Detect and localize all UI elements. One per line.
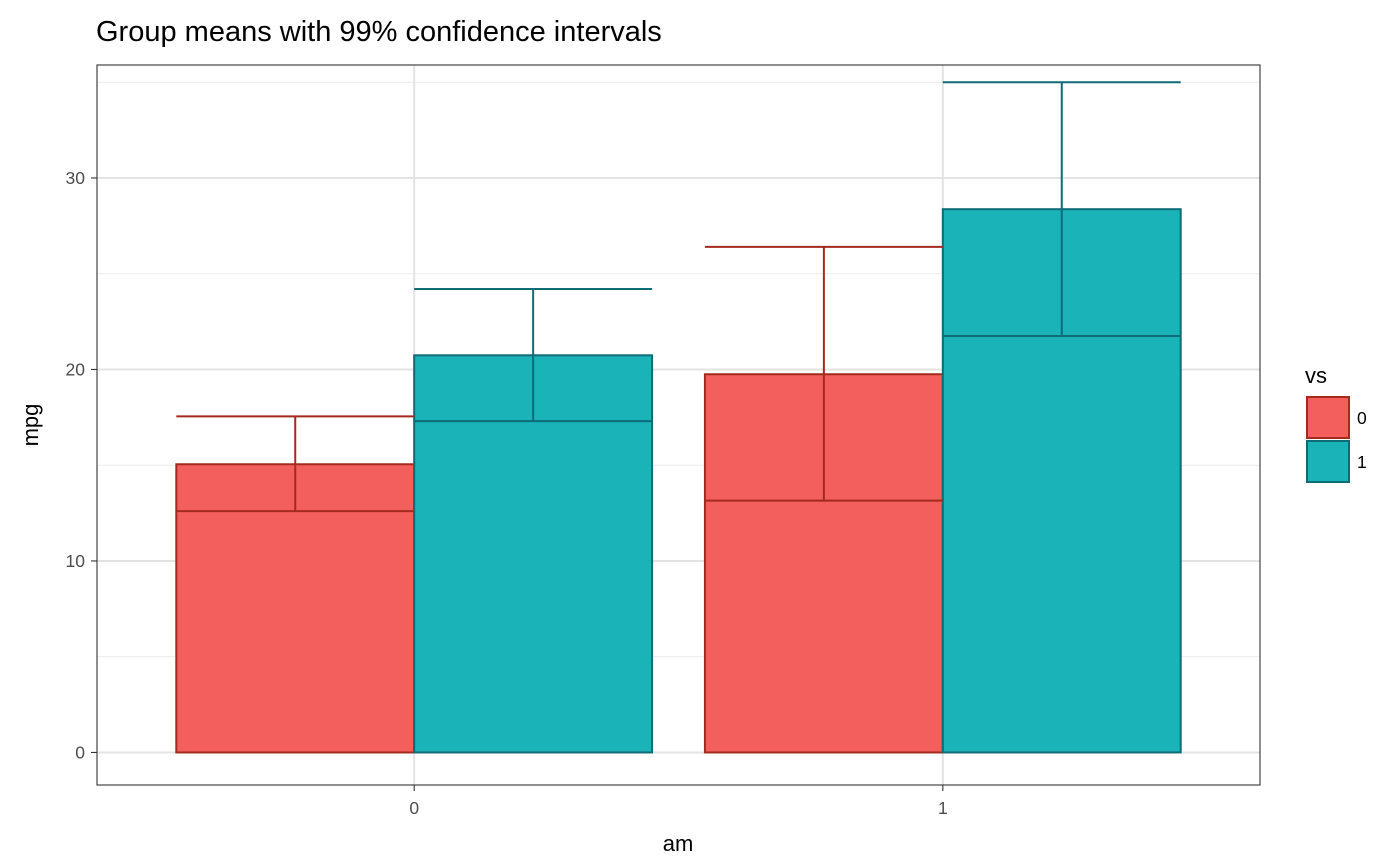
legend-key-1	[1306, 440, 1350, 483]
y-axis-title: mpg	[18, 404, 43, 447]
plot-panel-border	[96, 64, 1261, 786]
y-axis: 0 10 20 30	[66, 168, 97, 762]
legend-title: vs	[1305, 363, 1327, 388]
x-tick-label: 1	[938, 798, 948, 818]
chart-title: Group means with 99% confidence interval…	[96, 16, 662, 48]
legend: vs 0 1	[1305, 363, 1367, 483]
error-bars	[176, 81, 1181, 513]
legend-label-1: 1	[1357, 452, 1367, 472]
x-tick-label: 0	[409, 798, 419, 818]
y-tick-label: 30	[66, 168, 86, 188]
legend-label-0: 0	[1357, 408, 1367, 428]
bar-vs0-am0	[175, 463, 416, 754]
y-tick-label: 10	[66, 551, 86, 571]
y-tick-label: 0	[75, 742, 85, 762]
x-axis-title: am	[663, 831, 694, 856]
legend-key-0	[1306, 396, 1350, 439]
y-tick-label: 20	[66, 359, 86, 379]
